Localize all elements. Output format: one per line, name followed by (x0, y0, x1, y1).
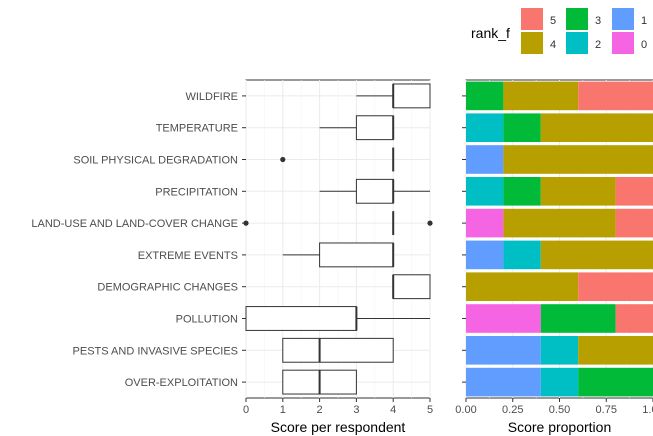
bar-segment-3 (466, 81, 504, 111)
category-label: POLLUTION (176, 314, 238, 326)
category-labels: WILDFIRE TEMPERATURE SOIL PHYSICAL DEGRADA… (31, 91, 238, 389)
box (355, 115, 394, 141)
bar-segment-4 (503, 208, 616, 238)
bar-segment-0 (466, 208, 504, 238)
legend-swatch-3 (566, 8, 588, 30)
bar-segment-1 (466, 367, 541, 397)
x-tick-label: 1 (280, 404, 286, 416)
bar-segment-0 (466, 304, 541, 333)
box (245, 306, 357, 331)
legend-label-2: 2 (595, 39, 601, 51)
bar-segment-5 (578, 272, 653, 302)
category-label: TEMPERATURE (156, 123, 238, 135)
box (392, 274, 431, 300)
category-label: OVER-EXPLOITATION (125, 377, 238, 389)
legend-swatch-4 (521, 32, 543, 54)
bar-segment-4 (466, 272, 579, 302)
bar-segment-2 (466, 176, 504, 206)
x-tick-label: 0.00 (455, 404, 476, 416)
legend-label-5: 5 (550, 15, 556, 27)
bar-segment-2 (466, 113, 504, 143)
bar-segment-4 (503, 145, 653, 174)
x-axis-title: Score per respondent (271, 419, 406, 435)
box (355, 178, 394, 204)
category-label: PRECIPITATION (155, 186, 238, 198)
bar-segment-3 (540, 304, 616, 333)
x-tick-label: 1.00 (642, 404, 653, 416)
x-tick-label: 0.50 (549, 404, 570, 416)
legend-swatch-5 (521, 8, 543, 30)
box (282, 337, 394, 363)
box (392, 83, 431, 109)
bar-segment-5 (615, 176, 653, 206)
bar-segment-4 (540, 113, 653, 143)
bar-segment-4 (540, 240, 653, 270)
bar-segment-5 (578, 81, 653, 111)
bar-segment-5 (615, 304, 653, 333)
bar-segment-1 (466, 240, 504, 270)
legend-title: rank_f (471, 25, 510, 41)
category-label: EXTREME EVENTS (138, 250, 238, 262)
bar-segment-4 (540, 176, 616, 206)
x-tick-label: 0 (243, 404, 249, 416)
bar-segment-3 (578, 367, 653, 397)
category-label: SOIL PHYSICAL DEGRADATION (73, 155, 238, 167)
legend-swatch-0 (612, 32, 634, 54)
x-tick-label: 5 (427, 404, 433, 416)
bar-segment-2 (503, 240, 541, 270)
box (319, 242, 394, 268)
bar-segment-1 (466, 145, 504, 174)
outlier-point (427, 220, 433, 226)
x-tick-label: 0.25 (502, 404, 523, 416)
stacked-bar-panel: 0.00 0.25 0.50 0.75 1.00 Score proportion (455, 79, 653, 435)
x-tick-label: 4 (390, 404, 396, 416)
x-tick-label: 0.75 (596, 404, 617, 416)
bar-segment-1 (466, 335, 541, 365)
x-tick-label: 3 (353, 404, 359, 416)
category-label: WILDFIRE (185, 91, 238, 103)
bar-segment-3 (503, 176, 541, 206)
x-tick-label: 2 (317, 404, 323, 416)
x-axis-title: Score proportion (508, 419, 612, 435)
category-label: DEMOGRAPHIC CHANGES (97, 282, 238, 294)
outlier-point (243, 220, 249, 226)
legend-label-0: 0 (641, 39, 647, 51)
legend-label-3: 3 (595, 15, 601, 27)
boxplot-panel: 0 1 2 3 4 5 Score per respondent (242, 79, 433, 435)
legend: rank_f 5 4 3 2 1 0 (471, 8, 647, 54)
legend-label-4: 4 (550, 39, 556, 51)
legend-swatch-2 (566, 32, 588, 54)
category-label: LAND-USE AND LAND-COVER CHANGE (31, 218, 238, 230)
outlier-point (280, 156, 286, 163)
legend-label-1: 1 (641, 15, 647, 27)
bar-segment-2 (540, 335, 579, 365)
bar-segment-3 (503, 113, 541, 143)
bar-segment-2 (540, 367, 579, 397)
bar-segment-4 (578, 335, 653, 365)
legend-swatch-1 (612, 8, 634, 30)
bar-segment-5 (615, 208, 653, 238)
bar-segment-4 (503, 81, 579, 111)
category-label: PESTS AND INVASIVE SPECIES (73, 345, 238, 357)
